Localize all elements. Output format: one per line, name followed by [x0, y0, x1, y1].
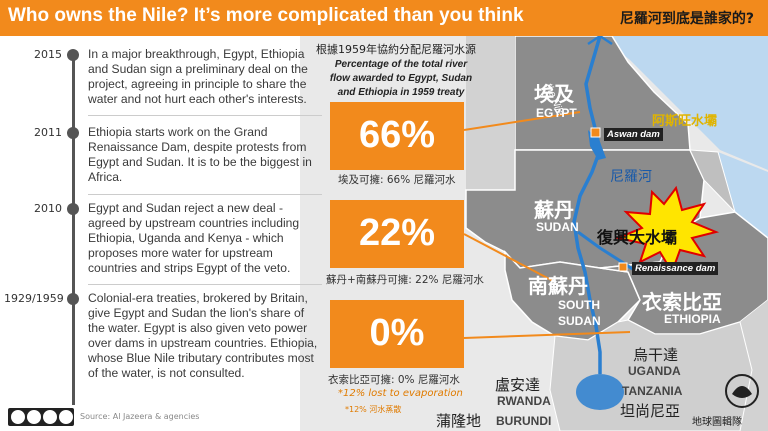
timeline-text-1929-1959: Colonial-era treaties, brokered by Brita… — [88, 291, 318, 380]
timeline-dot — [67, 203, 79, 215]
sa-icon — [59, 410, 73, 424]
sudan-label: SUDAN — [536, 220, 579, 234]
timeline-dot — [67, 293, 79, 305]
renaissance-dam-label-zh: 復興大水壩 — [597, 228, 678, 247]
shares-caption: Percentage of the total river flow award… — [329, 59, 473, 98]
red-sea — [600, 36, 768, 170]
somalia-shape — [740, 300, 768, 431]
timeline-year-2010: 2010 — [34, 202, 62, 215]
cc-license-badge — [8, 408, 74, 426]
ethiopia-label: ETHIOPIA — [664, 312, 721, 326]
south-sudan-label-2: SUDAN — [558, 314, 601, 328]
tanzania-label-zh: 坦尚尼亞 — [620, 402, 681, 420]
burundi-label-zh: 蒲隆地 — [436, 412, 482, 430]
connector-sudan — [463, 233, 556, 283]
connector-egypt — [463, 111, 581, 131]
timeline-year-2015: 2015 — [34, 48, 62, 61]
timeline-divider — [88, 115, 322, 116]
nc-icon — [43, 410, 57, 424]
uganda-label-zh: 烏干達 — [633, 346, 679, 364]
by-icon — [27, 410, 41, 424]
aswan-dam-label-zh: 阿斯旺水壩 — [652, 114, 718, 129]
evaporation-footnote: *12% lost to evaporation — [338, 388, 463, 399]
egypt-label: EGYPT — [536, 106, 577, 120]
egypt-share-value: 66% — [358, 114, 436, 156]
timeline-dot — [67, 49, 79, 61]
ethiopia-share-caption: 衣索比亞可擁: 0% 尼羅河水 — [328, 374, 460, 386]
page-title: Who owns the Nile? It’s more complicated… — [8, 5, 524, 26]
renaissance-dam-label: Renaissance dam — [632, 262, 719, 275]
blue-nile-river — [577, 230, 641, 276]
timeline-divider — [88, 284, 322, 285]
south-sudan-label-zh: 南蘇丹 — [528, 274, 588, 298]
lake-victoria — [576, 374, 624, 410]
timeline-text-2010: Egypt and Sudan reject a new deal - agre… — [88, 201, 300, 275]
renaissance-dam-marker — [618, 262, 628, 272]
source-credit: Source: Al Jazeera & agencies — [80, 412, 200, 421]
timeline-dot — [67, 127, 79, 139]
aswan-dam-label: Aswan dam — [604, 128, 663, 141]
al-jazeera-logo-icon — [725, 374, 759, 408]
nile-label-zh: 尼羅河 — [610, 169, 652, 185]
ethiopia-share-value: 0% — [369, 312, 425, 354]
uganda-label: UGANDA — [628, 364, 681, 378]
sudan-share-value: 22% — [358, 212, 436, 254]
timeline-text-2011: Ethiopia starts work on the Grand Renais… — [88, 125, 312, 184]
gulf-of-aden — [718, 152, 768, 238]
egypt-share-caption: 埃及可擁: 66% 尼羅河水 — [338, 174, 456, 186]
ethiopia-share-box: 0% — [330, 300, 464, 368]
page-title-zh: 尼羅河到底是誰家的? — [619, 11, 754, 27]
burundi-label: BURUNDI — [496, 414, 552, 428]
ethiopia-label-zh: 衣索比亞 — [642, 290, 722, 314]
timeline-year-2011: 2011 — [34, 126, 62, 139]
timeline-axis — [72, 50, 75, 405]
white-nile-river — [572, 35, 602, 374]
egypt-label-zh: 埃及 — [534, 82, 574, 106]
aswan-dam-marker — [590, 127, 601, 138]
logo-text: 地球圖輯隊 — [692, 417, 742, 428]
timeline-divider — [88, 194, 322, 195]
sudan-share-caption: 蘇丹+南蘇丹可擁: 22% 尼羅河水 — [326, 274, 484, 286]
sudan-share-box: 22% — [330, 200, 464, 268]
rwanda-label: RWANDA — [497, 394, 551, 408]
south-sudan-label-1: SOUTH — [558, 298, 600, 312]
libya-shape — [466, 36, 515, 190]
timeline-text-2015: In a major breakthrough, Egypt, Ethiopia… — [88, 47, 308, 106]
shares-title-zh: 根據1959年協約分配尼羅河水源 — [316, 43, 476, 56]
sudan-label-zh: 蘇丹 — [534, 198, 574, 222]
connector-ethiopia — [463, 331, 631, 339]
timeline-year-1929-1959: 1929/1959 — [4, 292, 64, 305]
rwanda-label-zh: 盧安達 — [495, 376, 541, 394]
header-bar: Who owns the Nile? It’s more complicated… — [0, 0, 768, 36]
nile-delta — [587, 34, 613, 46]
evaporation-footnote-zh: *12% 河水蒸散 — [345, 405, 402, 414]
cc-icon — [11, 410, 25, 424]
egypt-share-box: 66% — [330, 102, 464, 170]
tanzania-label: TANZANIA — [622, 384, 683, 398]
